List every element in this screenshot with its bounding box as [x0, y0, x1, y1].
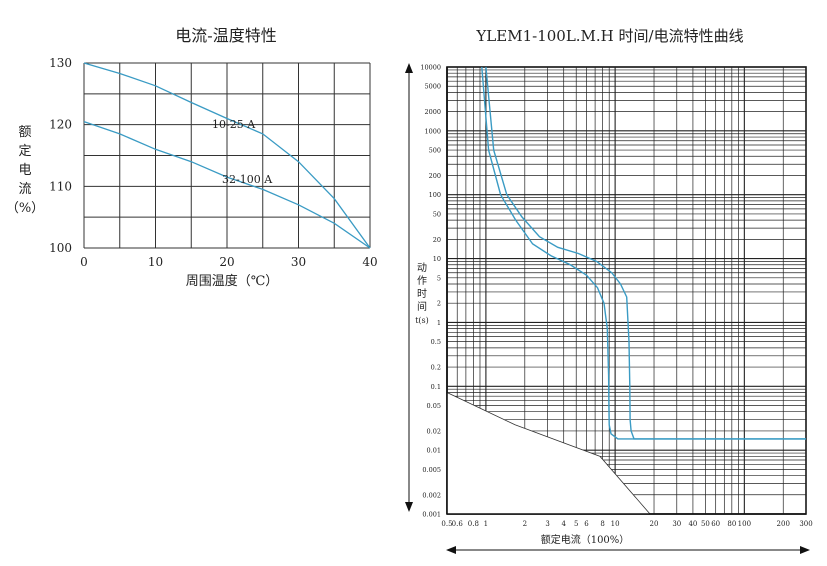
y-tick-label: 200 — [429, 172, 441, 180]
x-tick-label: 100 — [738, 520, 751, 528]
y-label-char: 定 — [18, 144, 31, 159]
current-temperature-chart: 电流-温度特性 100 110 120 130 0 10 20 30 40 额定电流 （%） 周… — [6, 26, 378, 289]
x-axis-arrow-left — [446, 546, 456, 554]
y-tick-label: 1 — [437, 319, 441, 327]
series-label-32-100a: 32-100 A — [222, 173, 273, 186]
y-tick-label: 0.002 — [422, 491, 441, 499]
chart1-x-axis-label: 周围温度（℃） — [186, 273, 279, 289]
x-tick-label: 0.6 — [452, 520, 464, 528]
y-tick-label: 10000 — [420, 64, 441, 72]
series-line-0 — [83, 62, 371, 249]
y-tick-label: 120 — [49, 118, 72, 132]
y-tick-label: 20 — [433, 236, 441, 244]
y-tick-label: 5 — [437, 274, 441, 282]
x-tick-label: 40 — [688, 520, 697, 528]
x-tick-label: 1 — [484, 520, 488, 528]
y-label-char: 流 — [18, 182, 31, 197]
x-tick-label: 200 — [777, 520, 790, 528]
chart1-x-ticks: 0 10 20 30 40 — [80, 255, 377, 269]
x-tick-label: 80 — [727, 520, 736, 528]
x-tick-label: 20 — [650, 520, 659, 528]
chart2-y-ticks: 0.001 0.002 0.005 0.01 0.02 0.05 0.1 0.2 0.5 1 2 5 1… — [420, 64, 441, 519]
y-tick-label: 110 — [49, 179, 72, 193]
y-tick-label: 10 — [433, 255, 441, 263]
x-tick-label: 40 — [362, 255, 377, 269]
chart2-grid — [446, 66, 807, 515]
y-label-char: 额 — [18, 125, 31, 140]
y-tick-label: 0.1 — [431, 383, 441, 391]
y-tick-label: 0.005 — [422, 466, 441, 474]
y-label-char: t(s) — [415, 316, 429, 325]
x-tick-label: 30 — [672, 520, 681, 528]
y-tick-label: 2000 — [424, 108, 441, 116]
series-label-10-25a: 10-25 A — [212, 118, 256, 131]
y-label-char: （%） — [6, 201, 44, 216]
x-tick-label: 3 — [545, 520, 549, 528]
x-tick-label: 10 — [611, 520, 620, 528]
y-tick-label: 130 — [49, 56, 72, 70]
x-tick-label: 0.5 — [441, 520, 452, 528]
y-tick-label: 0.05 — [427, 402, 441, 410]
grid-mask — [447, 392, 650, 514]
y-tick-label: 1000 — [424, 127, 441, 135]
y-tick-label: 0.001 — [422, 511, 441, 519]
x-tick-label: 6 — [584, 520, 589, 528]
x-tick-label: 0.8 — [468, 520, 479, 528]
x-tick-label: 30 — [291, 255, 306, 269]
chart2-x-axis-label: 额定电流（100%） — [541, 533, 630, 546]
chart1-y-axis-label: 额定电流 （%） — [6, 125, 44, 216]
y-tick-label: 500 — [429, 147, 441, 155]
y-label-char: 时 — [417, 288, 427, 300]
y-tick-label: 0.02 — [427, 427, 441, 435]
x-axis-arrow-right — [800, 546, 810, 554]
y-tick-label: 0.01 — [427, 447, 441, 455]
y-tick-label: 2 — [437, 300, 441, 308]
chart2-series — [481, 66, 806, 440]
y-label-char: 电 — [18, 163, 31, 178]
x-tick-label: 5 — [574, 520, 578, 528]
chart2-axis-arrows — [405, 63, 810, 554]
y-label-char: 作 — [417, 275, 427, 287]
y-tick-label: 100 — [49, 241, 72, 255]
y-tick-label: 0.2 — [431, 364, 441, 372]
x-tick-label: 60 — [711, 520, 720, 528]
chart2-title: YLEM1-100L.M.H 时间/电流特性曲线 — [475, 27, 743, 45]
y-tick-label: 100 — [429, 191, 441, 199]
chart1-series — [83, 62, 371, 249]
y-tick-label: 50 — [433, 210, 441, 218]
x-tick-label: 300 — [799, 520, 812, 528]
series-line-1 — [83, 120, 371, 249]
series-line-1 — [485, 66, 806, 440]
x-tick-label: 10 — [148, 255, 163, 269]
y-label-char: 动 — [417, 262, 427, 274]
x-tick-label: 4 — [561, 520, 566, 528]
chart1-y-ticks: 100 110 120 130 — [49, 56, 72, 255]
series-line-0 — [481, 66, 806, 440]
chart2-x-ticks: 0.5 0.6 0.8 1 2 3 4 5 6 8 10 20 30 40 50 60 80 100 200 300 — [441, 520, 812, 528]
chart1-grid — [83, 62, 371, 249]
chart1-title: 电流-温度特性 — [175, 26, 276, 45]
y-axis-arrow-up — [405, 63, 413, 73]
x-tick-label: 0 — [80, 255, 88, 269]
x-tick-label: 8 — [600, 520, 604, 528]
y-tick-label: 5000 — [424, 83, 441, 91]
x-tick-label: 2 — [523, 520, 527, 528]
y-label-char: 间 — [417, 300, 427, 313]
mask-edge — [446, 392, 651, 515]
y-tick-label: 0.5 — [431, 338, 441, 346]
time-current-chart: YLEM1-100L.M.H 时间/电流特性曲线 0.001 0.002 0.005… — [405, 27, 813, 554]
x-tick-label: 50 — [701, 520, 710, 528]
y-axis-arrow-down — [405, 502, 413, 512]
x-tick-label: 20 — [219, 255, 234, 269]
